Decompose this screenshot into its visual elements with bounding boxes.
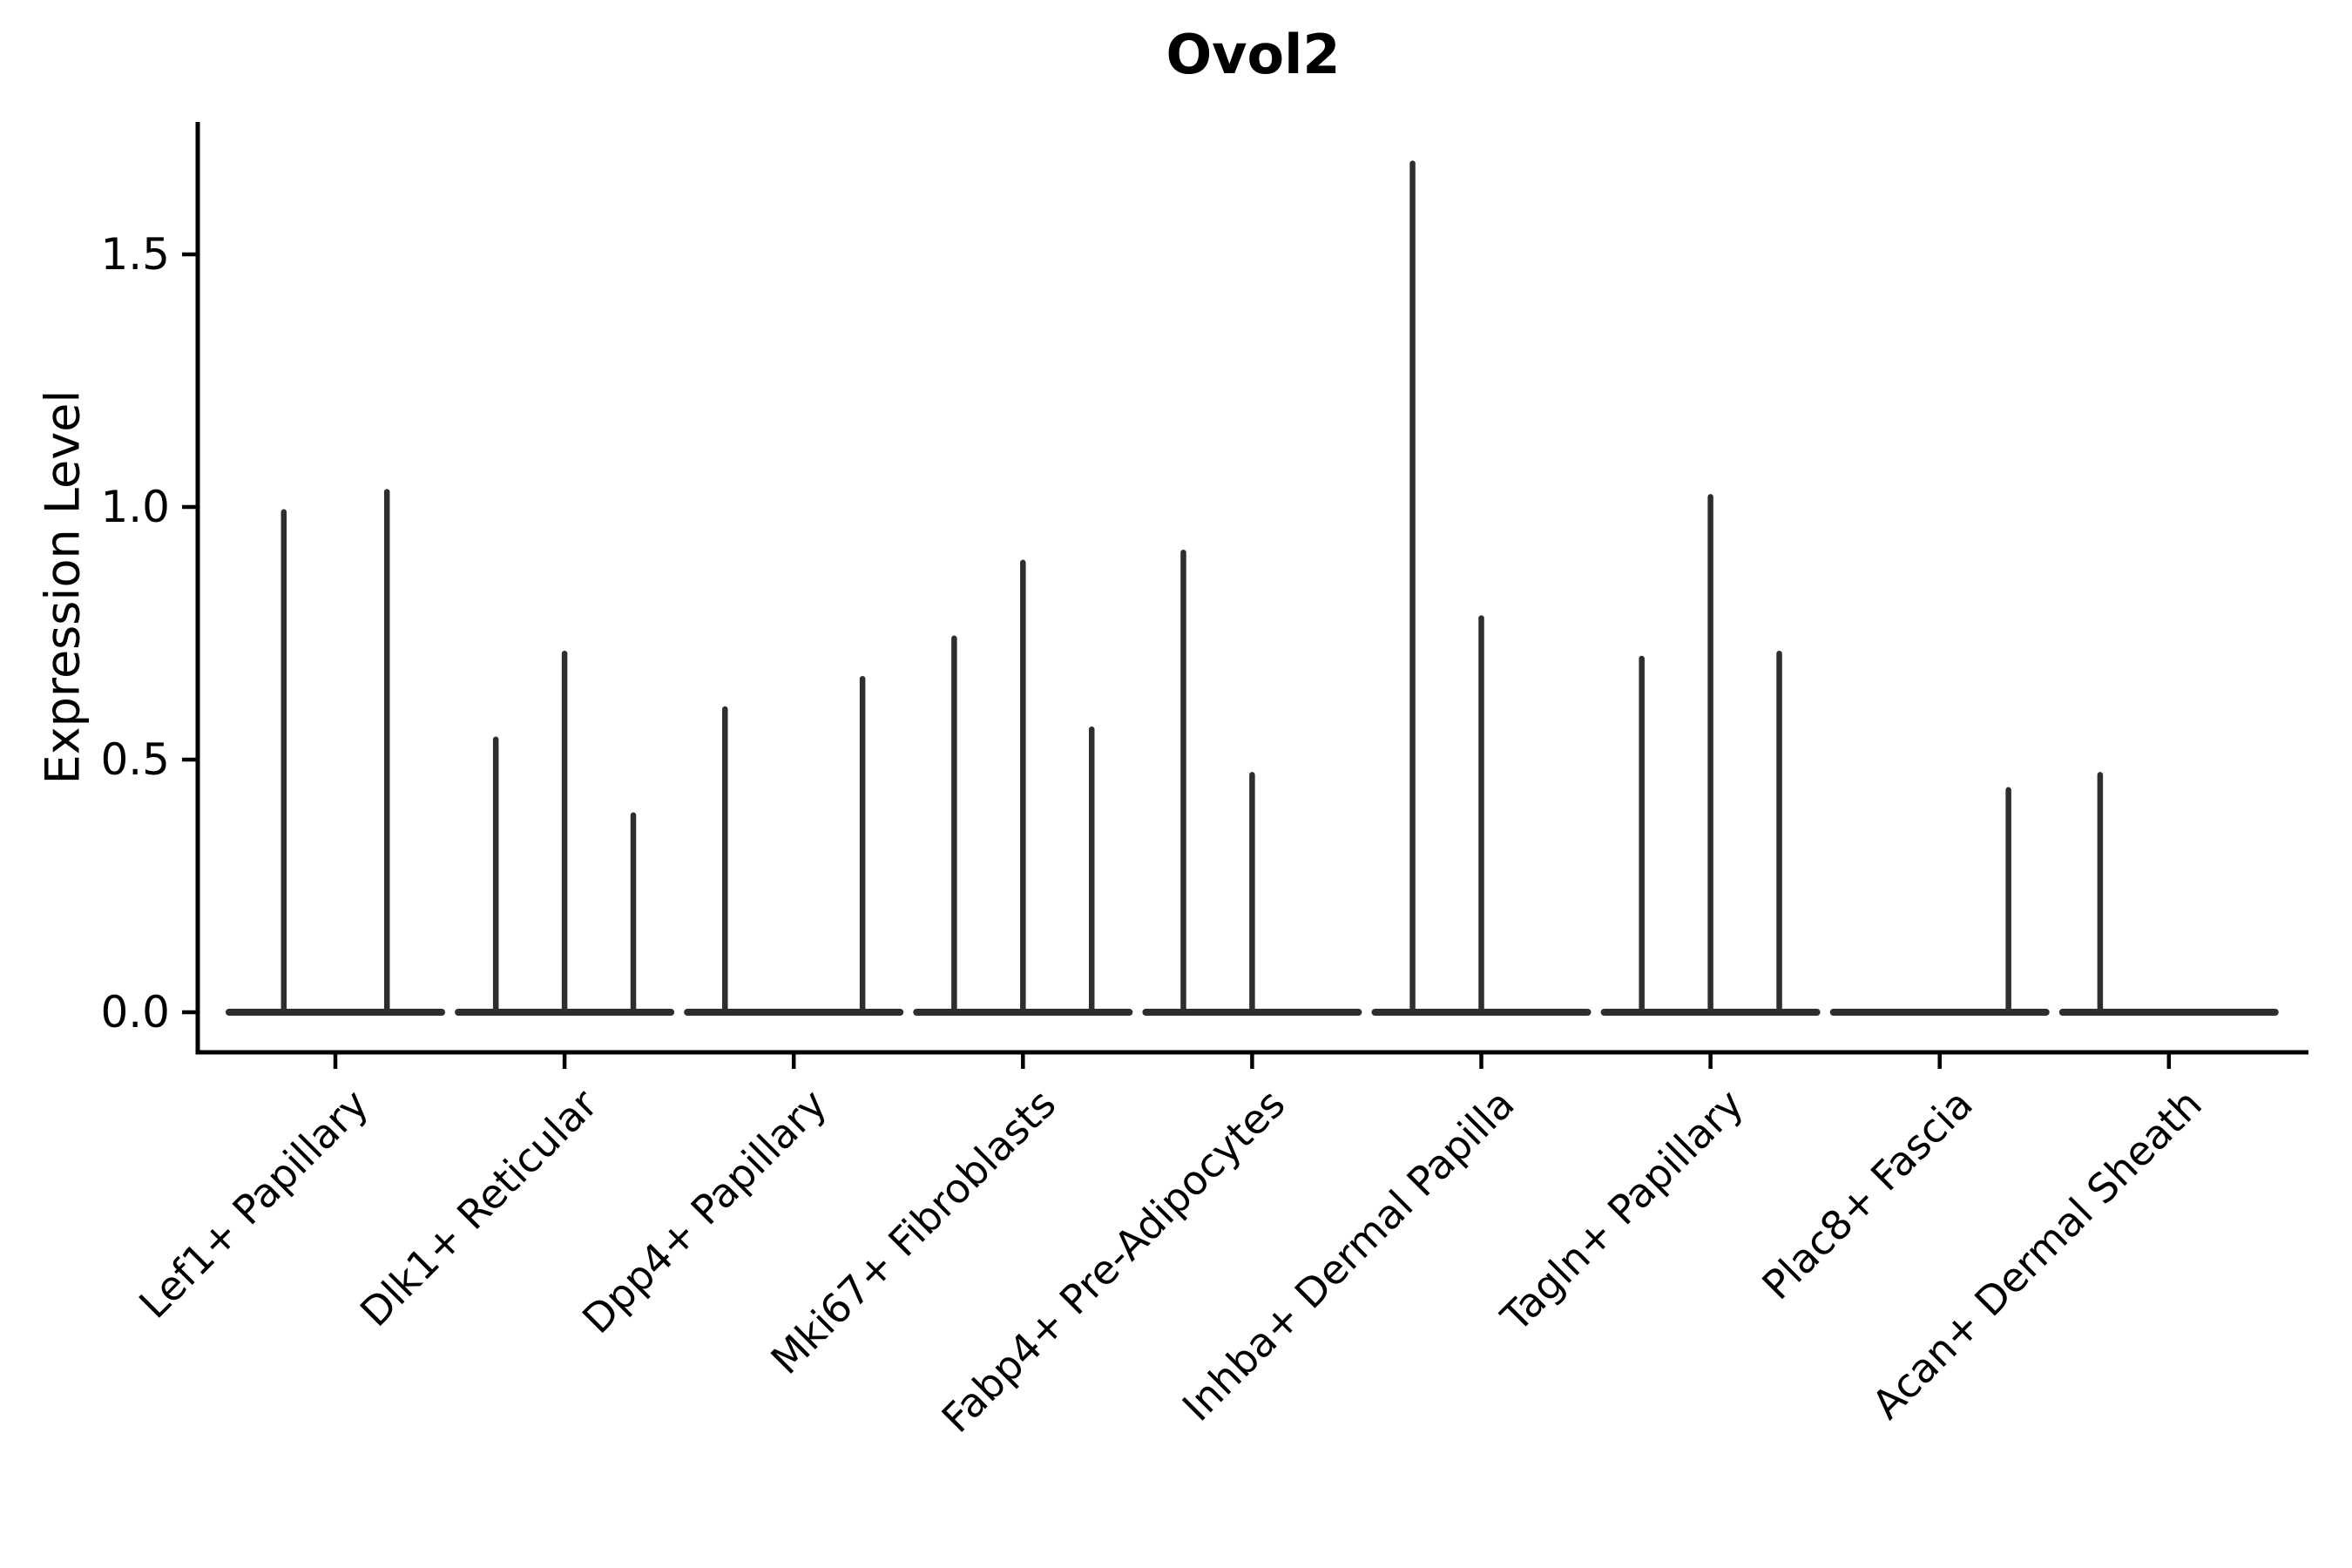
y-tick-label: 1.5: [100, 229, 170, 280]
y-tick-label: 0.5: [100, 734, 170, 785]
y-tick-label: 1.0: [100, 482, 170, 532]
x-tick-label: Dlk1+ Reticular: [351, 1080, 606, 1335]
x-tick-label: Tagln+ Papillary: [1491, 1080, 1753, 1342]
y-tick-label: 0.0: [100, 987, 170, 1037]
plot-title: Ovol2: [1166, 23, 1341, 86]
x-tick-label: Lef1+ Papillary: [130, 1080, 377, 1328]
x-tick-label: Dpp4+ Papillary: [573, 1080, 835, 1342]
x-tick-label: Plac8+ Fascia: [1753, 1080, 1981, 1308]
